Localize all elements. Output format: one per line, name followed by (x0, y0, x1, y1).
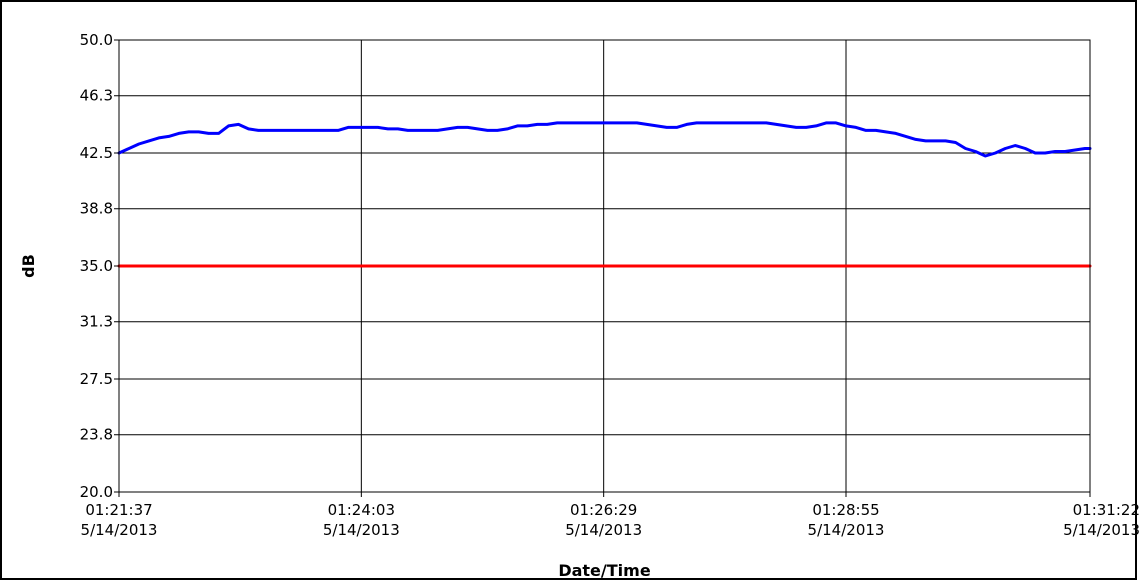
x-tick-date-label: 5/14/2013 (81, 521, 158, 539)
x-tick-time-label: 01:21:37 (85, 501, 152, 519)
y-tick-label: 23.8 (80, 426, 113, 444)
y-tick-label: 27.5 (80, 370, 113, 388)
series-layer (117, 121, 1092, 268)
y-tick-label: 20.0 (80, 483, 113, 501)
x-tick-date-label: 5/14/2013 (323, 521, 400, 539)
x-tick-date-label: 5/14/2013 (808, 521, 885, 539)
x-tick-date-label: 5/14/2013 (1063, 521, 1140, 539)
y-axis-ticks: 20.0 23.8 27.5 31.3 35.0 38.8 42.5 46.3 50.0 (80, 31, 119, 501)
y-tick-label: 38.8 (80, 200, 113, 218)
x-tick-time-label: 01:26:29 (570, 501, 637, 519)
series-line-blue (117, 121, 1092, 158)
y-tick-label: 35.0 (80, 257, 113, 275)
y-tick-label: 46.3 (80, 87, 113, 105)
y-tick-label: 42.5 (80, 144, 113, 162)
x-tick-time-label: 01:24:03 (328, 501, 395, 519)
x-tick-date-label: 5/14/2013 (565, 521, 642, 539)
x-axis-label: Date/Time (558, 561, 650, 580)
y-tick-label: 50.0 (80, 31, 113, 49)
y-axis-label: dB (19, 254, 38, 278)
x-axis-ticks: 01:21:37 5/14/2013 01:24:03 5/14/2013 01:26:… (81, 492, 1140, 539)
x-tick-time-label: 01:28:55 (812, 501, 879, 519)
y-tick-label: 31.3 (80, 313, 113, 331)
x-tick-time-label: 01:31:22 (1073, 501, 1140, 519)
